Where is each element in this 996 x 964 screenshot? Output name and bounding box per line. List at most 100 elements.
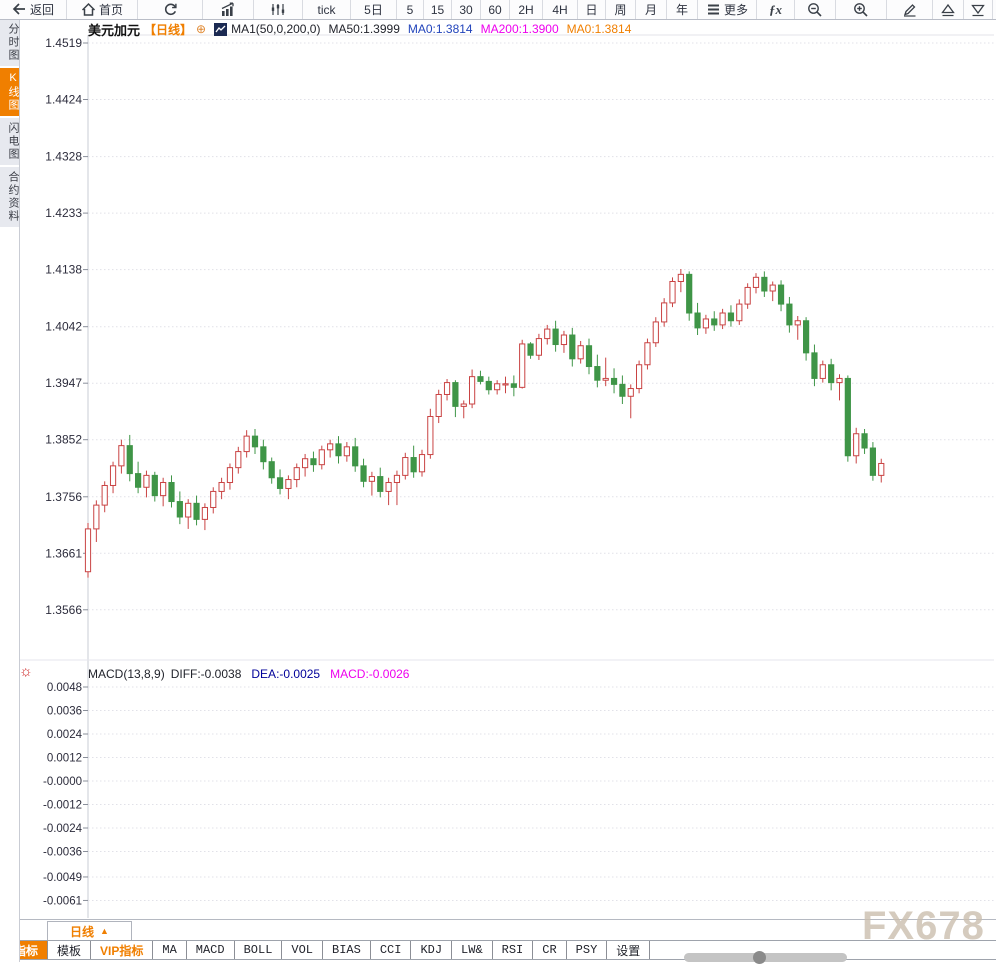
chart-frame (19, 34, 994, 918)
toolbar-back-label: 返回 (29, 3, 54, 17)
macd-value: MACD:-0.0026 (330, 666, 410, 681)
svg-text:0.0048: 0.0048 (47, 682, 82, 694)
toolbar-more-button[interactable]: 更多 (698, 0, 757, 19)
toolbar-period-2h-label: 2H (518, 2, 534, 17)
toolbar-period-month-button[interactable]: 月 (636, 0, 667, 19)
macd-gridlines (83, 686, 994, 901)
svg-text:1.4519: 1.4519 (45, 36, 82, 50)
bottom-tab-bias[interactable]: BIAS (323, 941, 371, 959)
svg-text:-0.0000: -0.0000 (43, 776, 82, 788)
toolbar-period-4h-label: 4H (552, 2, 568, 17)
svg-text:0.0012: 0.0012 (47, 753, 82, 765)
add-compare-icon[interactable]: ⊕ (196, 22, 207, 36)
bottom-tab-lw[interactable]: LW& (452, 941, 493, 959)
toolbar-period-5m-button[interactable]: 5 (397, 0, 424, 19)
expand-down-icon (970, 2, 986, 18)
toolbar-period-15m-button[interactable]: 15 (424, 0, 452, 19)
toolbar-zoom-in-button[interactable] (836, 0, 887, 19)
svg-text:0.0036: 0.0036 (47, 706, 82, 718)
svg-text:-0.0036: -0.0036 (43, 847, 82, 859)
svg-text:1.4138: 1.4138 (45, 263, 82, 277)
toolbar-home-label: 首页 (98, 3, 123, 17)
bottom-tab-psy[interactable]: PSY (567, 941, 608, 959)
toolbar-expand-down-button[interactable] (964, 0, 993, 19)
toolbar-period-year-label: 年 (675, 3, 688, 17)
bottom-tab-macd[interactable]: MACD (187, 941, 235, 959)
period-selector-button[interactable]: 日线 ▲ (47, 921, 132, 941)
toolbar-expand-up-button[interactable] (933, 0, 964, 19)
bottom-tab-cci[interactable]: CCI (371, 941, 412, 959)
bottom-tab-vip[interactable]: VIP指标 (91, 941, 154, 959)
toolbar-home-button[interactable]: 首页 (67, 0, 138, 19)
toolbar-period-30m-button[interactable]: 30 (452, 0, 481, 19)
bottom-tab-cr[interactable]: CR (533, 941, 567, 959)
svg-text:-0.0049: -0.0049 (43, 872, 82, 884)
toolbar-period-day-label: 日 (585, 3, 598, 17)
toolbar-kline-settings-button[interactable] (254, 0, 303, 19)
toolbar-period-60m-button[interactable]: 60 (481, 0, 510, 19)
toolbar-period-30m-label: 30 (459, 2, 473, 17)
toolbar-tick-button[interactable]: tick (303, 0, 351, 19)
bottom-tab-rsi[interactable]: RSI (493, 941, 534, 959)
candlesticks (84, 269, 885, 578)
toolbar-more-label: 更多 (723, 3, 748, 17)
sidebar-tab-lightning-chart[interactable]: 闪电图 (0, 118, 19, 165)
toolbar-draw-button[interactable] (887, 0, 933, 19)
zoom-in-icon (853, 2, 869, 18)
svg-text:-0.0024: -0.0024 (43, 823, 83, 835)
triangle-up-icon: ▲ (100, 926, 109, 936)
svg-text:-0.0061: -0.0061 (43, 895, 82, 907)
toolbar-period-week-button[interactable]: 周 (606, 0, 636, 19)
bottom-tab-ma[interactable]: MA (153, 941, 187, 959)
svg-text:1.3566: 1.3566 (45, 603, 82, 617)
indicator-settings-icon[interactable]: ☼ (19, 663, 33, 680)
toolbar-indicator-fx-button[interactable]: ƒx (757, 0, 795, 19)
mini-chart-icon[interactable] (214, 22, 228, 36)
toolbar-period-day-button[interactable]: 日 (578, 0, 606, 19)
sidebar-tab-kline-chart[interactable]: K线图 (0, 68, 19, 116)
back-icon (12, 2, 27, 17)
indicator-fx-icon: ƒx (766, 2, 786, 17)
toolbar-tick-label: tick (317, 2, 336, 17)
toolbar-chart-type-button[interactable] (203, 0, 254, 19)
expand-up-icon (940, 2, 956, 18)
ma-settings-label: MA1(50,0,200,0) (231, 22, 321, 36)
macd-params-label: MACD(13,8,9) (88, 666, 165, 681)
dea-value: DEA:-0.0025 (251, 666, 321, 681)
symbol-name: 美元加元 (88, 22, 141, 38)
bottom-tab-vol[interactable]: VOL (282, 941, 324, 959)
draw-icon (902, 2, 917, 17)
bottom-tab-boll[interactable]: BOLL (235, 941, 283, 959)
sidebar-tab-contract-info[interactable]: 合约资料 (0, 167, 19, 227)
diff-value: DIFF:-0.0038 (170, 666, 242, 681)
toolbar-back-button[interactable]: 返回 (0, 0, 67, 19)
ma200-value: MA200:1.3900 (480, 22, 559, 36)
bottom-tab-[interactable]: 设置 (607, 941, 651, 959)
toolbar-period-2h-button[interactable]: 2H (510, 0, 543, 19)
toolbar-period-5d-button[interactable]: 5日 (351, 0, 397, 19)
toolbar-period-year-button[interactable]: 年 (667, 0, 698, 19)
bottom-tab-kdj[interactable]: KDJ (411, 941, 453, 959)
svg-text:1.3756: 1.3756 (45, 490, 82, 504)
svg-text:ƒx: ƒx (769, 2, 783, 17)
home-icon (81, 2, 96, 17)
horizontal-scrollbar[interactable] (684, 951, 847, 964)
toolbar-period-15m-label: 15 (430, 2, 445, 17)
bottom-tab-[interactable]: 模板 (48, 941, 92, 959)
toolbar-refresh-button[interactable] (138, 0, 203, 19)
toolbar-period-5m-label: 5 (406, 2, 414, 17)
period-selector-label: 日线 (70, 924, 95, 939)
scrollbar-knob[interactable] (753, 951, 766, 964)
toolbar-zoom-out-button[interactable] (795, 0, 836, 19)
sidebar-tab-time-chart[interactable]: 分时图 (0, 19, 19, 66)
toolbar-period-5d-label: 5日 (364, 3, 383, 17)
zoom-out-icon (807, 2, 823, 18)
chart-type-icon (220, 2, 236, 17)
price-axis-labels: 1.4519 1.4424 1.4328 1.4233 1.4138 1.4042 1.39… (45, 36, 82, 617)
toolbar-period-4h-button[interactable]: 4H (543, 0, 578, 19)
kline-settings-icon (270, 2, 286, 17)
svg-text:1.4042: 1.4042 (45, 320, 82, 334)
